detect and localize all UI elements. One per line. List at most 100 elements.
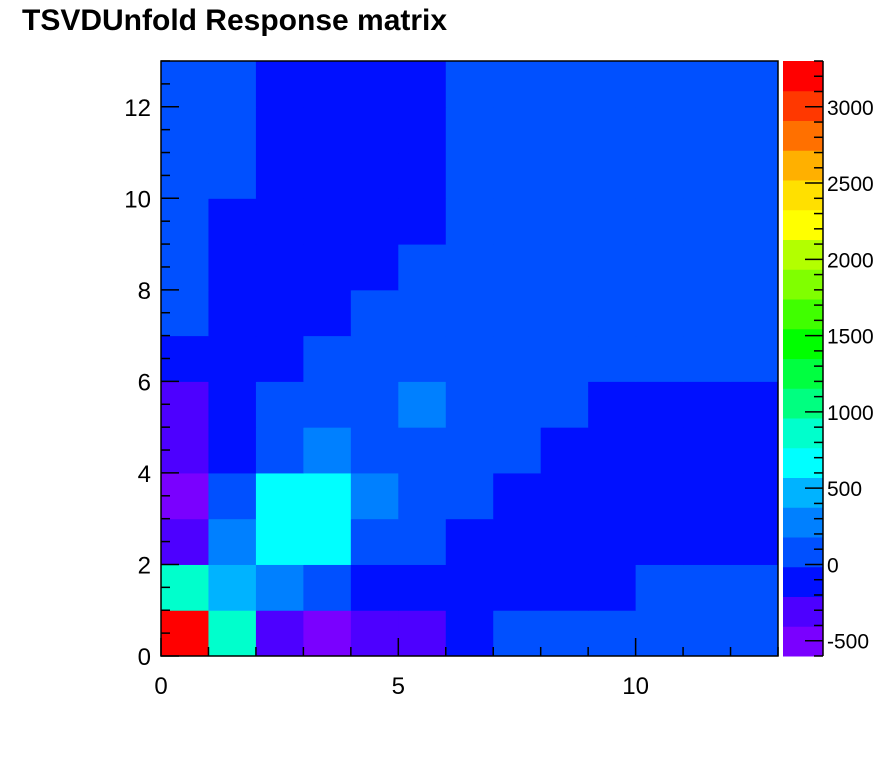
y-tick-label: 2 — [138, 552, 151, 579]
heatmap-cell — [303, 427, 352, 474]
heatmap-cell — [588, 427, 637, 474]
palette-swatch — [783, 150, 823, 181]
y-tick-label: 4 — [138, 461, 151, 488]
color-palette-bar: -500 0 500 1000 1500 2000 2500 3000 — [783, 60, 874, 657]
heatmap-cell — [398, 244, 447, 291]
palette-swatch — [783, 566, 823, 597]
heatmap-cell — [303, 564, 352, 611]
y-tick-label: 12 — [124, 95, 151, 122]
heatmap-cell — [398, 152, 447, 199]
heatmap-cell — [493, 564, 542, 611]
palette-swatch — [783, 180, 823, 211]
chart-title: TSVDUnfold Response matrix — [22, 4, 448, 37]
heatmap-cell — [208, 152, 257, 199]
heatmap-cell — [588, 335, 637, 382]
palette-swatch — [783, 209, 823, 240]
x-tick-label: 10 — [622, 673, 649, 700]
heatmap-cell — [493, 106, 542, 154]
heatmap-cell — [445, 152, 494, 199]
heatmap-cell — [730, 610, 779, 657]
heatmap-cell — [255, 518, 304, 565]
heatmap-cell — [683, 427, 732, 474]
heatmap-cell — [398, 381, 447, 428]
heatmap-cell — [730, 335, 779, 382]
heatmap-cell — [445, 518, 494, 565]
heatmap-cell — [445, 472, 494, 520]
heatmap-cell — [635, 564, 684, 611]
heatmap-cell — [588, 472, 637, 520]
heatmap-cell — [730, 106, 779, 154]
heatmap-cell — [635, 427, 684, 474]
heatmap-cell — [445, 198, 494, 245]
heatmap-cell — [350, 198, 399, 245]
palette-swatch — [783, 358, 823, 389]
heatmap-cell — [635, 518, 684, 565]
heatmap-cell — [730, 472, 779, 520]
heatmap-cell — [255, 106, 304, 154]
heatmap-cell — [588, 244, 637, 291]
axes: 0 5 10 0 2 4 6 8 10 12 — [124, 60, 779, 700]
palette-swatch — [783, 596, 823, 627]
heatmap-cell — [683, 289, 732, 337]
heatmap-cell — [208, 289, 257, 337]
heatmap-cell — [635, 472, 684, 520]
heatmap-cell — [588, 61, 637, 108]
heatmap-cell — [208, 61, 257, 108]
heatmap-cell — [540, 564, 589, 611]
heatmap-cell — [208, 198, 257, 245]
palette-tick-label: 0 — [827, 554, 839, 577]
heatmap-cell — [303, 335, 352, 382]
y-tick-label: 10 — [124, 186, 151, 213]
heatmap-cell — [445, 335, 494, 382]
heatmap-cell — [445, 289, 494, 337]
heatmap-cell — [208, 381, 257, 428]
heatmap-cell — [588, 289, 637, 337]
heatmap-cell — [588, 518, 637, 565]
heatmap-cell — [493, 381, 542, 428]
heatmap-cell — [540, 61, 589, 108]
heatmap-cell — [540, 289, 589, 337]
heatmap-cell — [350, 518, 399, 565]
heatmap-cell — [540, 472, 589, 520]
y-tick-label: 8 — [138, 278, 151, 305]
heatmap-cell — [683, 610, 732, 657]
heatmap-cell — [540, 381, 589, 428]
heatmap-cell — [540, 518, 589, 565]
heatmap-cell — [350, 289, 399, 337]
heatmap-cell — [730, 198, 779, 245]
palette-tick-label: 2500 — [827, 173, 874, 196]
heatmap-cell — [445, 61, 494, 108]
heatmap-cell — [208, 518, 257, 565]
heatmap-cell — [683, 381, 732, 428]
heatmap-cell — [303, 381, 352, 428]
heatmap-cell — [493, 518, 542, 565]
palette-swatch — [783, 90, 823, 121]
heatmap-cell — [540, 198, 589, 245]
heatmap-cell — [493, 289, 542, 337]
heatmap-cell — [303, 244, 352, 291]
heatmap-cell — [398, 289, 447, 337]
palette-swatch — [783, 328, 823, 359]
heatmap-cell — [730, 244, 779, 291]
heatmap-cell — [683, 106, 732, 154]
heatmap-cell — [255, 381, 304, 428]
heatmap-cell — [540, 610, 589, 657]
x-tick-label: 0 — [154, 673, 167, 700]
heatmap-cell — [540, 152, 589, 199]
heatmap-cell — [730, 289, 779, 337]
heatmap-cell — [398, 610, 447, 657]
heatmap-cell — [350, 381, 399, 428]
heatmap-cell — [350, 472, 399, 520]
heatmap-cell — [445, 244, 494, 291]
heatmap-cell — [255, 198, 304, 245]
heatmap-cell — [540, 427, 589, 474]
heatmap-cell — [398, 106, 447, 154]
heatmap-cell — [208, 244, 257, 291]
heatmap-cell — [493, 61, 542, 108]
palette-tick-label: 500 — [827, 478, 862, 501]
heatmap-cell — [588, 106, 637, 154]
heatmap-cell — [683, 152, 732, 199]
palette-swatch — [783, 537, 823, 568]
palette-tick-label: 1000 — [827, 402, 874, 425]
heatmap-cell — [303, 610, 352, 657]
